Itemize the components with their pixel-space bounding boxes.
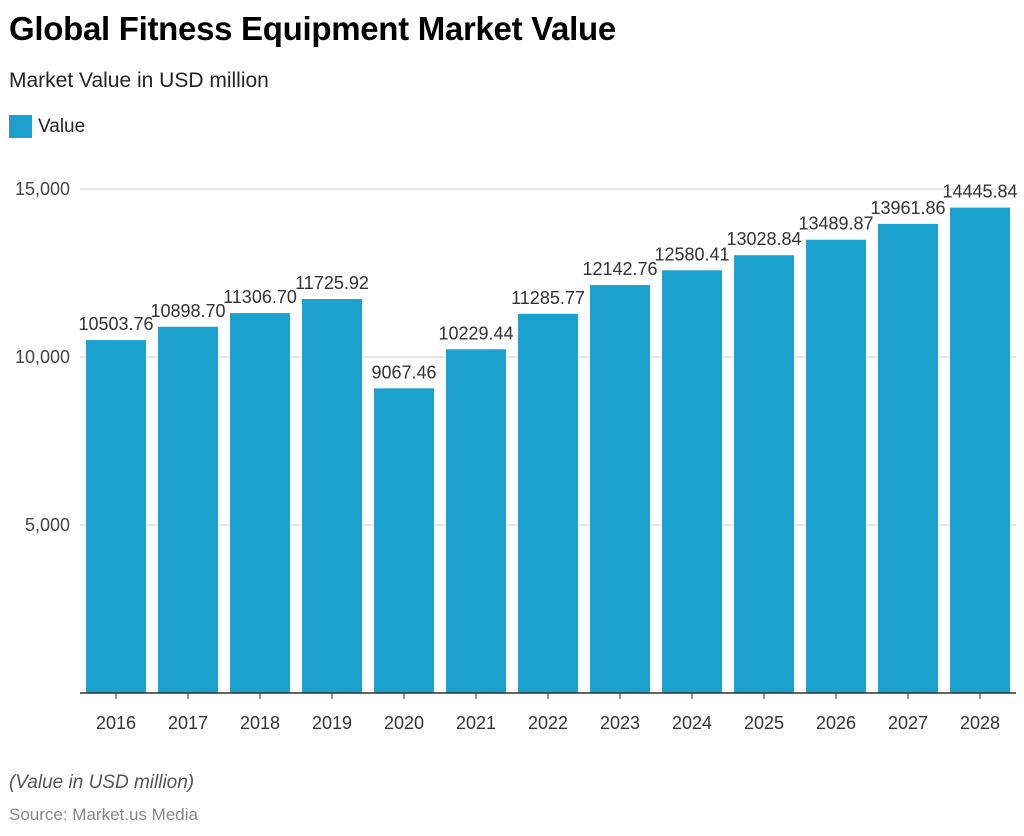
- x-tick-label: 2017: [168, 713, 208, 733]
- bar: [446, 349, 506, 693]
- x-tick-label: 2018: [240, 713, 280, 733]
- x-tick-label: 2027: [888, 713, 928, 733]
- bar: [734, 255, 794, 694]
- legend: Value: [9, 115, 85, 138]
- data-label: 9067.46: [371, 362, 436, 382]
- x-tick-label: 2025: [744, 713, 784, 733]
- data-label: 10898.70: [150, 301, 225, 321]
- chart-subtitle: Market Value in USD million: [9, 69, 269, 92]
- data-label: 14445.84: [942, 182, 1017, 202]
- x-tick-label: 2020: [384, 713, 424, 733]
- data-label: 10503.76: [78, 314, 153, 334]
- x-tick-label: 2022: [528, 713, 568, 733]
- legend-swatch: [9, 115, 32, 138]
- chart-source: Source: Market.us Media: [9, 805, 198, 824]
- data-label: 10229.44: [438, 323, 513, 343]
- data-label: 13028.84: [726, 229, 801, 249]
- bar: [86, 340, 146, 693]
- x-tick-label: 2026: [816, 713, 856, 733]
- bar: [662, 270, 722, 693]
- y-tick-label: 5,000: [25, 515, 70, 535]
- data-label: 13961.86: [870, 198, 945, 218]
- y-tick-label: 10,000: [15, 347, 70, 367]
- x-tick-label: 2028: [960, 713, 1000, 733]
- legend-label: Value: [38, 115, 86, 137]
- data-label: 11725.92: [295, 273, 369, 293]
- x-tick-label: 2023: [600, 713, 640, 733]
- x-tick-label: 2024: [672, 713, 712, 733]
- chart-title: Global Fitness Equipment Market Value: [9, 10, 616, 47]
- bar: [374, 388, 434, 693]
- bar: [806, 239, 866, 694]
- bar: [158, 326, 218, 693]
- x-tick-label: 2021: [456, 713, 496, 733]
- data-label: 11285.77: [511, 288, 585, 308]
- bar: [230, 313, 290, 693]
- data-label: 11306.70: [223, 287, 297, 307]
- bar: [878, 223, 938, 693]
- data-label: 12142.76: [582, 259, 657, 279]
- bar: [590, 285, 650, 693]
- x-tick-label: 2016: [96, 713, 136, 733]
- data-label: 13489.87: [798, 214, 873, 234]
- data-label: 12580.41: [654, 244, 729, 264]
- y-tick-label: 15,000: [15, 179, 70, 199]
- bar: [302, 299, 362, 693]
- bar: [950, 207, 1010, 693]
- bar: [518, 313, 578, 693]
- chart-note: (Value in USD million): [9, 772, 195, 793]
- x-tick-label: 2019: [312, 713, 352, 733]
